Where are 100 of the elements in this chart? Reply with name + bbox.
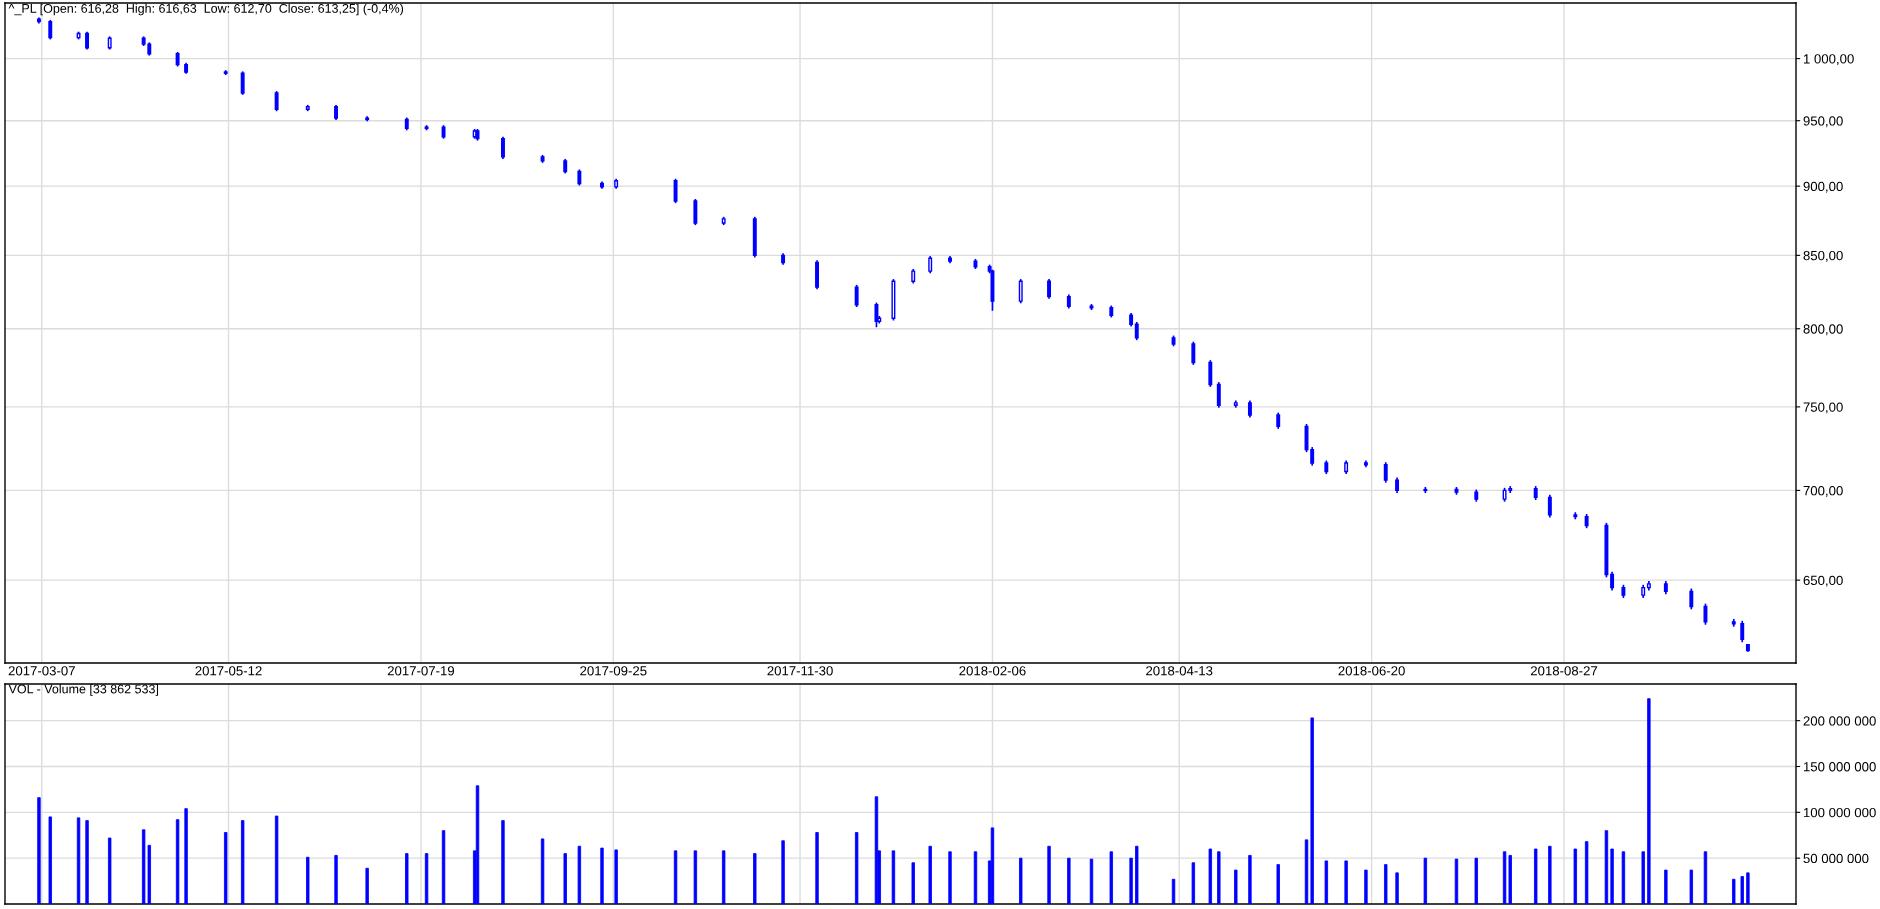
chart-title: VOL - Volume [33 862 533] — [8, 684, 159, 696]
bar — [1395, 872, 1399, 904]
candlestick — [1383, 461, 1388, 484]
bar — [240, 820, 245, 904]
bar — [577, 845, 582, 904]
y-tick-label: 950,00 — [1803, 116, 1843, 128]
y-tick-label: 1 000,00 — [1803, 54, 1854, 66]
bar — [365, 867, 369, 904]
y-tick-label: 900,00 — [1803, 181, 1843, 193]
bar — [1276, 864, 1280, 904]
bar — [781, 840, 785, 904]
bar — [1664, 869, 1668, 904]
candlestick — [1547, 493, 1552, 519]
bar — [600, 847, 604, 904]
bar — [224, 832, 228, 904]
bar — [815, 832, 819, 904]
candlestick — [1047, 278, 1052, 300]
y-tick-label: 150 000 000 — [1803, 762, 1876, 772]
bar — [37, 797, 41, 904]
candlestick — [1610, 570, 1615, 592]
bar — [1454, 858, 1459, 904]
candlestick — [1018, 278, 1023, 305]
bar — [1573, 848, 1577, 904]
bar — [1129, 857, 1133, 904]
bar — [405, 853, 409, 904]
bar — [1344, 860, 1348, 904]
chart-title: ^_PL [Open: 616,28 High: 616,63 Low: 612,70 Close: 613,25] (-0,4%) — [8, 3, 404, 16]
x-tick-label: 2017-11-30 — [767, 666, 833, 676]
bar — [928, 845, 932, 904]
bar — [563, 853, 567, 904]
bar — [424, 853, 429, 904]
bar — [1474, 857, 1478, 904]
bar — [1502, 851, 1507, 904]
y-tick-label: 650,00 — [1803, 575, 1843, 587]
bar — [1217, 851, 1221, 904]
y-tick-label: 700,00 — [1803, 485, 1843, 497]
candlestick — [1208, 359, 1213, 388]
bar — [693, 850, 698, 904]
bar — [854, 832, 859, 904]
y-tick-label: 850,00 — [1803, 250, 1843, 262]
bar — [673, 850, 678, 904]
candlestick — [854, 284, 859, 308]
bar — [1584, 841, 1589, 904]
candlestick — [1689, 587, 1694, 611]
bar — [1384, 864, 1388, 904]
x-tick-label: 2017-09-25 — [580, 666, 647, 676]
bar — [614, 849, 618, 904]
bar — [1548, 845, 1552, 904]
y-tick-label: 750,00 — [1803, 402, 1843, 414]
bar — [1641, 851, 1645, 904]
x-tick-label: 2018-08-27 — [1530, 666, 1598, 676]
bar — [1647, 698, 1651, 904]
bar — [1089, 858, 1094, 904]
candlestick — [1740, 620, 1745, 644]
bar — [1047, 845, 1051, 904]
candlestick — [673, 177, 678, 204]
bar — [891, 850, 896, 904]
candlestick — [1703, 602, 1708, 626]
bar — [1508, 855, 1512, 904]
y-tick-label: 200 000 000 — [1803, 716, 1876, 726]
bar — [948, 851, 952, 904]
bar — [1208, 848, 1213, 904]
bar — [911, 862, 915, 904]
candlestick — [1216, 381, 1221, 409]
bar — [1610, 848, 1614, 904]
x-tick-label: 2017-07-19 — [387, 666, 455, 676]
y-tick-label: 800,00 — [1803, 324, 1843, 336]
x-tick-label: 2018-04-13 — [1146, 666, 1213, 676]
bar — [274, 815, 279, 904]
candlestick — [1310, 446, 1315, 467]
bar — [85, 820, 89, 904]
bar — [175, 819, 180, 904]
x-tick-label: 2018-06-20 — [1338, 666, 1405, 676]
x-tick-label: 2017-05-12 — [195, 666, 262, 676]
bar — [540, 838, 545, 904]
y-tick-label: 50 000 000 — [1803, 853, 1869, 864]
candlestick — [501, 135, 505, 160]
bar — [990, 827, 995, 904]
bar — [973, 851, 978, 904]
bar — [1019, 857, 1023, 904]
bar — [1135, 845, 1139, 904]
bar — [107, 837, 112, 904]
bar — [1740, 876, 1744, 904]
x-tick-label: 2018-02-06 — [959, 666, 1026, 676]
bar — [501, 820, 505, 904]
bar — [48, 816, 52, 904]
bar — [1234, 869, 1238, 904]
bar — [184, 808, 188, 904]
candlestick — [48, 19, 53, 41]
bar — [1703, 851, 1708, 904]
candlestick — [693, 198, 698, 226]
bar — [1109, 851, 1113, 904]
bar — [1191, 862, 1196, 904]
bar — [1534, 848, 1538, 904]
bar — [334, 855, 338, 904]
bar — [1364, 869, 1368, 904]
y-tick-label: 100 000 000 — [1803, 807, 1876, 818]
candlestick — [274, 90, 279, 113]
bar — [1324, 860, 1329, 904]
bar — [1689, 869, 1694, 904]
